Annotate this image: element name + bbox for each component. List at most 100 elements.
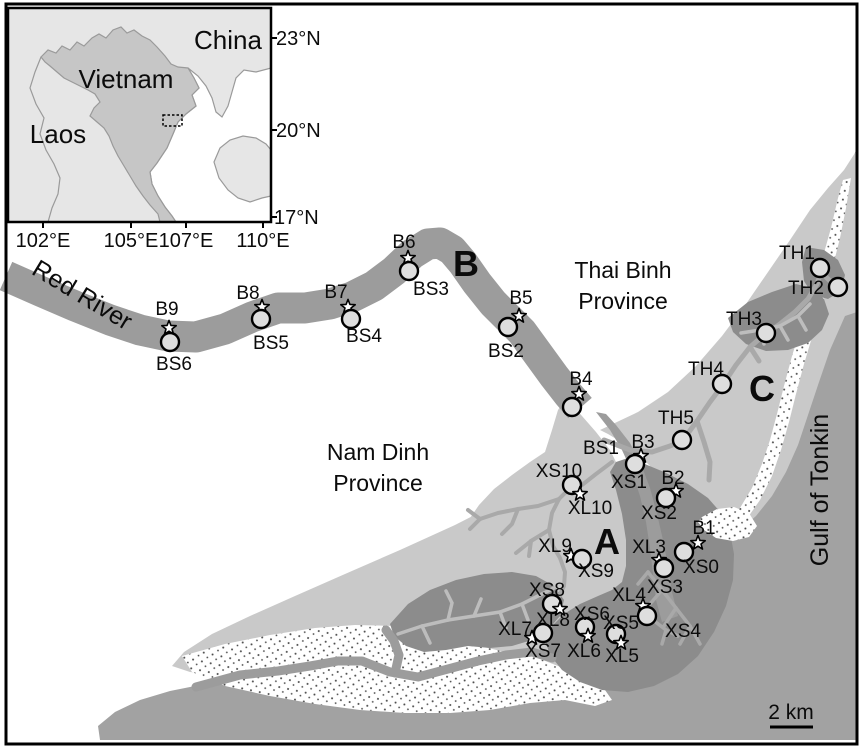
inset-label-china: China: [194, 25, 262, 55]
station-marker-star: [161, 319, 177, 335]
station-label-b5: B5: [509, 288, 532, 309]
station-marker-star: [580, 627, 596, 643]
station-label-bs4: BS4: [346, 326, 382, 347]
channel-a: [466, 460, 614, 600]
inset-axis-labels: 23°N 20°N 17°N 102°E 105°E 107°E 110°E: [16, 28, 321, 252]
station-label-th5: TH5: [658, 408, 694, 429]
station-label-xl7: XL7: [498, 619, 532, 640]
station-label-xs10: XS10: [536, 461, 582, 482]
station-label-bs5: BS5: [253, 333, 289, 354]
station-marker-circle: [532, 622, 554, 644]
nam-dinh-line2: Province: [333, 470, 422, 496]
station-marker-star: [511, 307, 527, 323]
station-label-bs3: BS3: [413, 279, 449, 300]
inset-laos-border: [29, 56, 61, 223]
station-label-xl8: XL8: [536, 610, 570, 631]
station-label-bs2: BS2: [488, 341, 524, 362]
station-label-xs7: XS7: [525, 641, 561, 662]
station-label-xs2: XS2: [641, 503, 677, 524]
lat-label-20n: 20°N: [276, 120, 321, 142]
inset-label-vietnam: Vietnam: [79, 64, 174, 94]
station-label-th1: TH1: [779, 243, 815, 264]
scale-bar-label: 2 km: [768, 701, 814, 724]
station-label-xl5: XL5: [605, 646, 639, 667]
station-marker-circle: [561, 474, 583, 496]
station-marker-star: [690, 534, 706, 550]
station-label-xs8: XS8: [529, 580, 565, 601]
nam-dinh-line1: Nam Dinh: [327, 439, 429, 465]
lon-label-110e: 110°E: [236, 230, 289, 252]
station-label-xl9: XL9: [538, 536, 572, 557]
station-label-th2: TH2: [788, 278, 824, 299]
inset-map: China Vietnam Laos: [6, 6, 277, 228]
station-label-b3: B3: [631, 432, 654, 453]
station-label-xs4: XS4: [665, 621, 701, 642]
station-marker-circle: [398, 260, 420, 282]
figure-border: [4, 2, 859, 746]
lon-label-102e: 102°E: [16, 230, 71, 252]
station-marker-star: [552, 600, 568, 616]
channel-sw-mangrove: [396, 586, 556, 645]
inset-ticks: [42, 37, 277, 228]
station-label-xs6: XS6: [574, 604, 610, 625]
station-label-xs9: XS9: [578, 561, 614, 582]
station-label-xs3: XS3: [647, 577, 683, 598]
station-label-b7: B7: [324, 282, 347, 303]
station-label-b1: B1: [692, 518, 715, 539]
province-label-nam-dinh: Nam Dinh Province: [327, 439, 429, 496]
station-marker-star: [668, 482, 684, 498]
inset-study-area-box: [162, 114, 183, 127]
station-marker-circle: [671, 429, 693, 451]
station-marker-circle: [497, 316, 519, 338]
station-marker-circle: [250, 308, 272, 330]
station-marker-circle: [624, 453, 646, 475]
station-label-bs1: BS1: [583, 438, 619, 459]
station-marker-circle: [809, 257, 831, 279]
inset-vietnam-shape: [40, 26, 200, 223]
station-label-b2: B2: [661, 468, 684, 489]
station-marker-circle: [561, 396, 583, 418]
region-label-c: C: [749, 368, 775, 409]
region-label-b: B: [453, 243, 479, 284]
thai-binh-line1: Thai Binh: [574, 257, 671, 283]
inset-border: [6, 6, 273, 224]
station-label-bs6: BS6: [156, 354, 192, 375]
station-label-xl4: XL4: [612, 585, 646, 606]
station-marker-circle: [827, 276, 849, 298]
station-label-xs1: XS1: [611, 472, 647, 493]
station-marker-circle: [571, 548, 593, 570]
station-label-b8: B8: [236, 283, 259, 304]
station-label-xs0: XS0: [683, 557, 719, 578]
station-marker-circle: [711, 373, 733, 395]
station-label-xl6: XL6: [567, 641, 601, 662]
lat-label-23n: 23°N: [276, 28, 321, 50]
gulf-of-tonkin-label: Gulf of Tonkin: [806, 414, 834, 566]
station-label-b9: B9: [155, 299, 178, 320]
lat-label-17n: 17°N: [274, 207, 319, 229]
sandbar-hook: [698, 507, 757, 541]
channel-tidal-flat: [191, 625, 557, 692]
station-label-b6: B6: [392, 232, 415, 253]
station-marker-circle: [755, 322, 777, 344]
station-marker-star: [572, 485, 588, 501]
stations-layer: B9 BS6 B8 BS5 B7 BS4 B6 BS3 B5 BS2 B4 BS1 B3 XS1 B2 XS2…: [155, 232, 849, 667]
station-marker-circle: [636, 605, 658, 627]
station-marker-circle: [653, 557, 675, 579]
station-label-th4: TH4: [688, 359, 724, 380]
station-label-xs5: XS5: [603, 613, 639, 634]
lon-label-107e: 107°E: [159, 230, 214, 252]
lon-label-105e: 105°E: [104, 230, 159, 252]
station-label-th3: TH3: [726, 309, 762, 330]
station-marker-star: [613, 634, 629, 650]
station-label-xl10: XL10: [568, 498, 612, 519]
station-label-b4: B4: [569, 369, 593, 390]
station-marker-circle: [159, 331, 181, 353]
sea-gulf-of-tonkin: [98, 148, 857, 740]
region-label-a: A: [594, 521, 620, 562]
station-marker-circle: [655, 487, 677, 509]
station-marker-circle: [340, 308, 362, 330]
station-marker-star: [571, 385, 587, 401]
province-label-thai-binh: Thai Binh Province: [574, 257, 671, 314]
